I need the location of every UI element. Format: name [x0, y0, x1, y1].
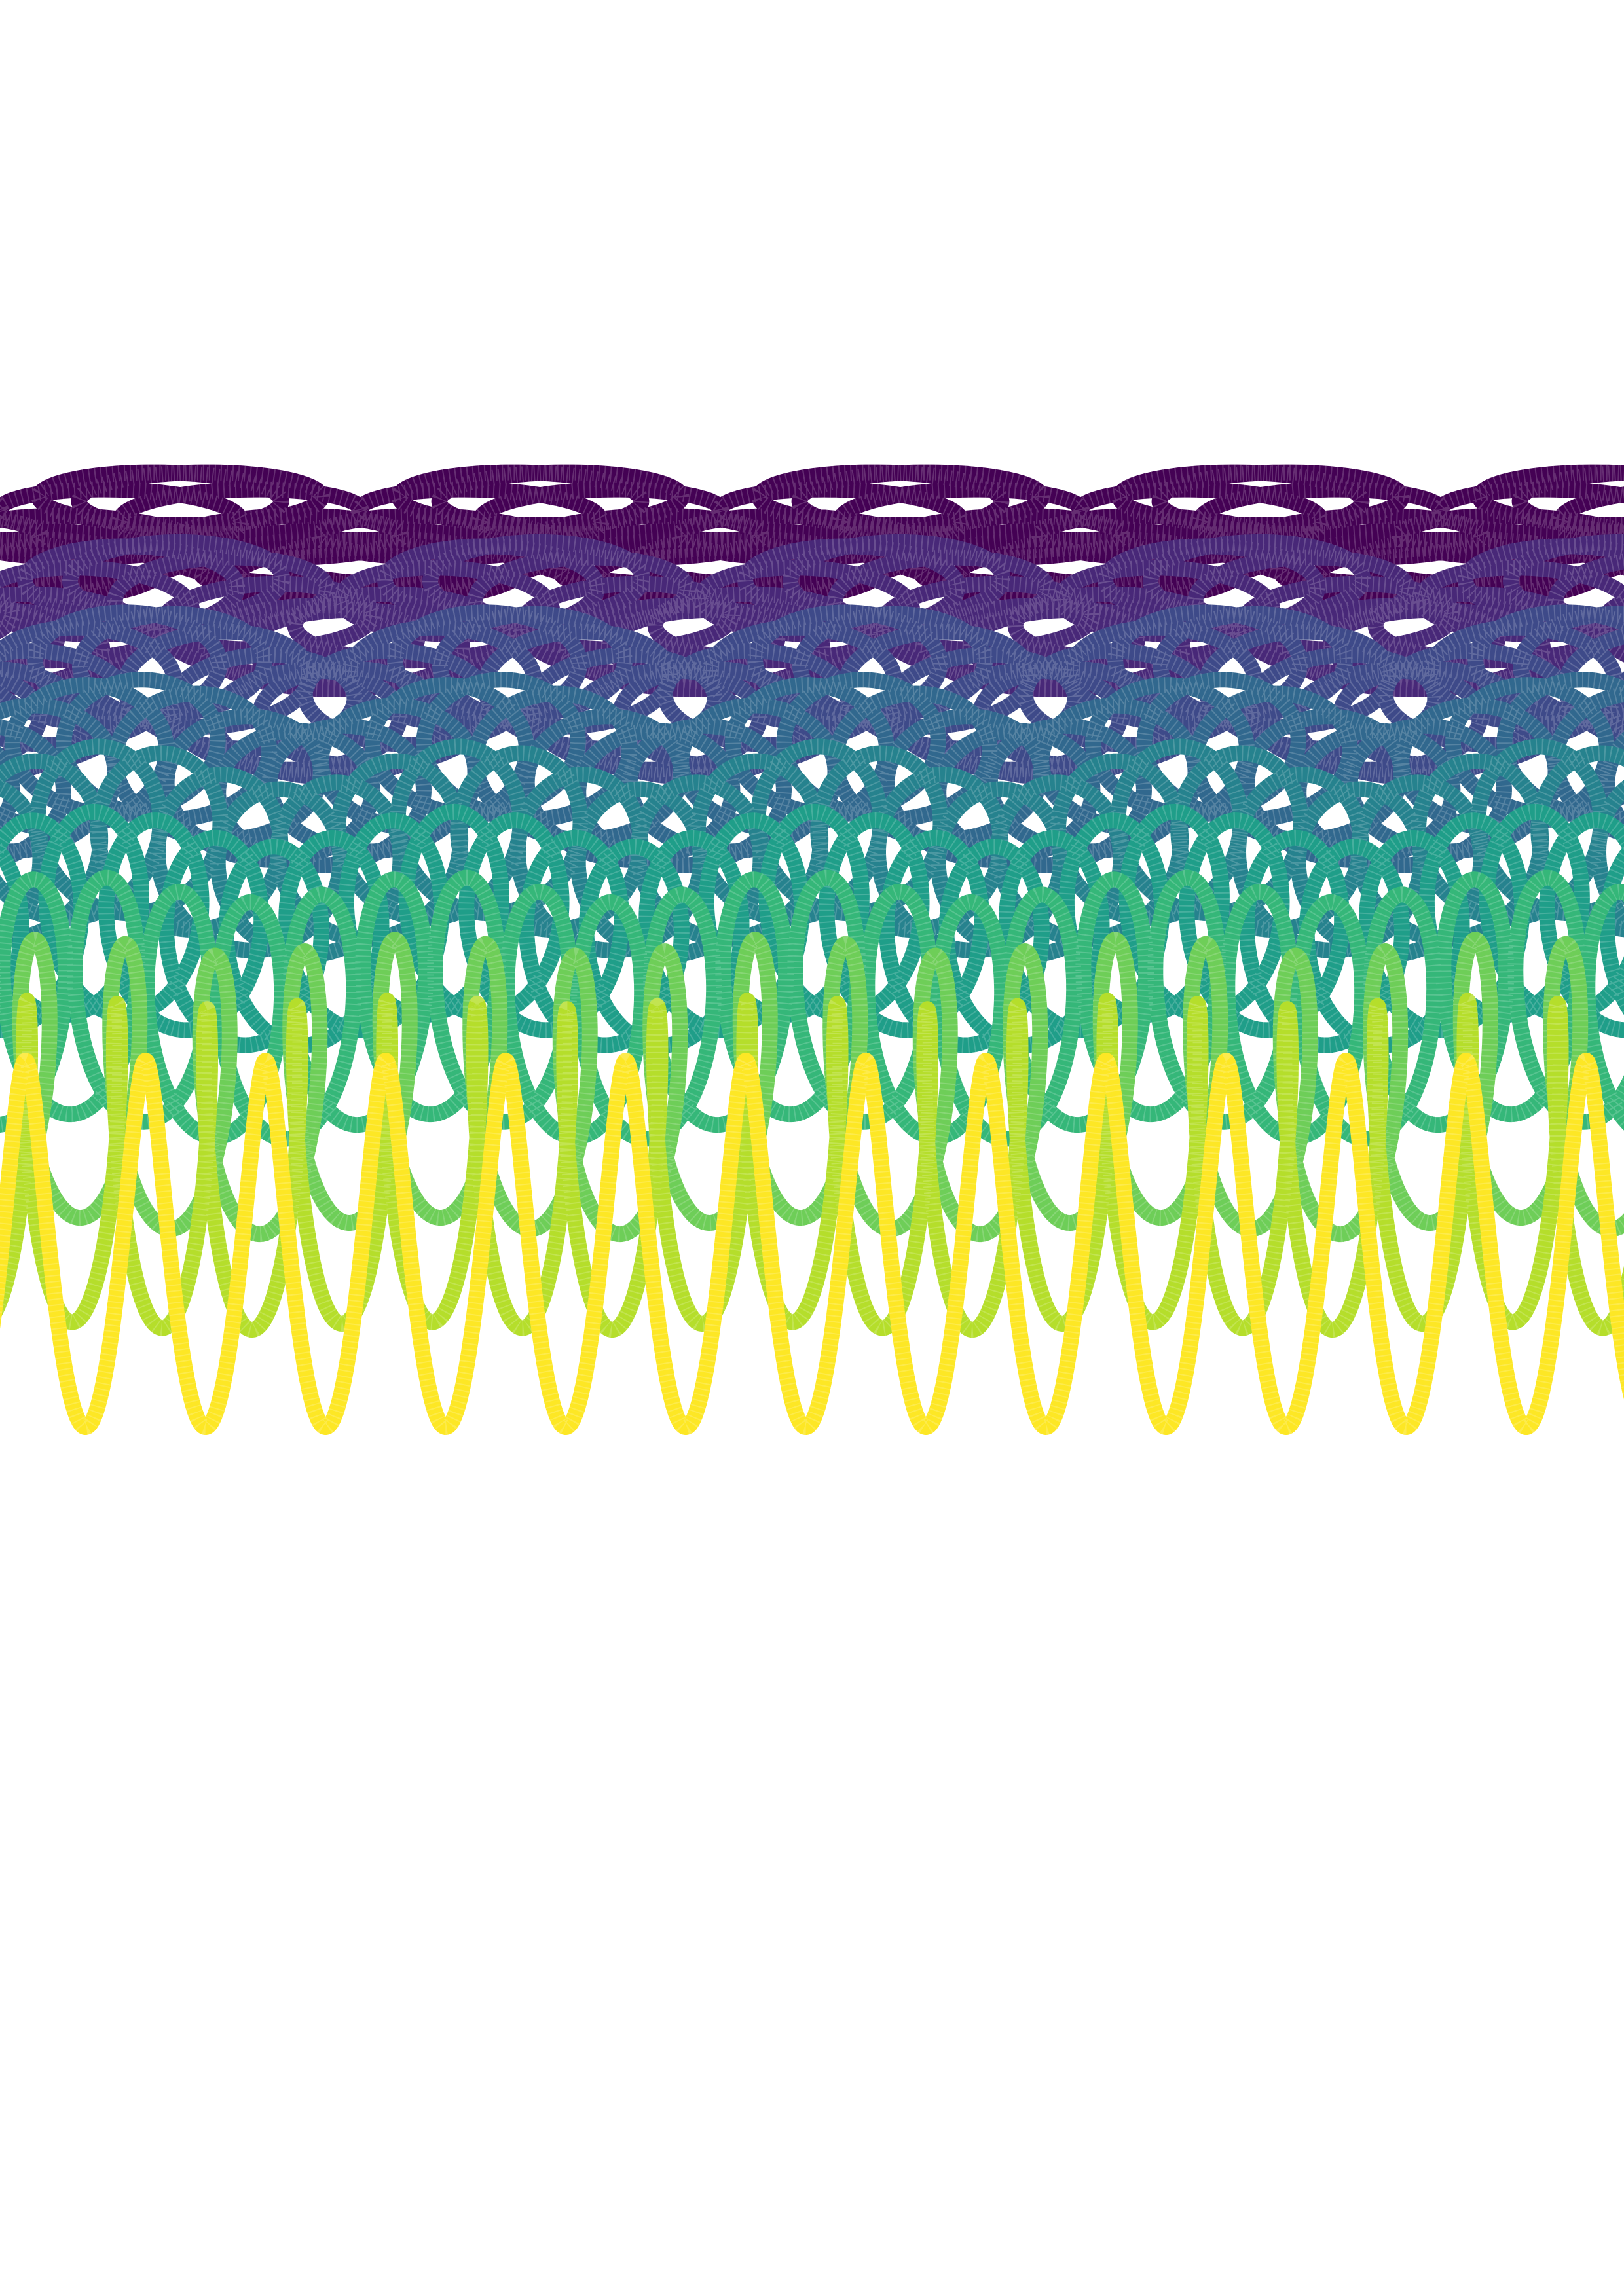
wave-curve-10: [0, 1053, 1624, 1435]
wave-texture-3: [0, 604, 1624, 785]
wave-curve-6: [0, 803, 1624, 1053]
wave-curve-9: [0, 993, 1624, 1338]
wave-curve-2: [0, 534, 1624, 697]
wave-curve-1: [0, 464, 1624, 610]
curve-group: [0, 464, 1624, 1435]
wave-texture-1: [0, 464, 1624, 610]
wave-curve-3: [0, 604, 1624, 785]
wave-texture-2: [0, 534, 1624, 697]
